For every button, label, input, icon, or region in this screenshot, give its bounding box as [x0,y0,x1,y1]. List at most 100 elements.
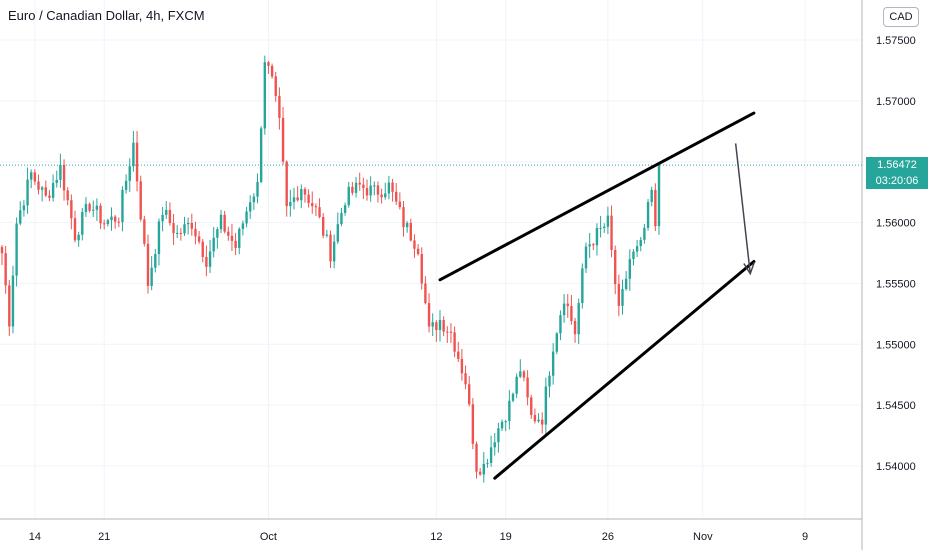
candle-body [336,224,339,242]
candle-body [657,165,661,227]
candle-body [395,191,398,202]
candle-body [639,239,642,247]
candle-body [26,179,29,206]
candle-body [59,164,62,180]
candle-body [519,371,522,377]
candle-body [62,164,66,191]
candle-body [201,241,204,257]
candle-body [157,221,161,255]
candle-body [332,241,336,262]
candle-body [398,201,402,208]
candle-body [573,320,577,335]
candle-body [95,205,99,210]
candle-body [33,172,37,182]
currency-badge[interactable]: CAD [883,7,919,27]
x-tick-label: Oct [260,531,277,543]
candle-body [92,209,95,211]
candle-body [351,186,354,193]
candle-body [402,207,405,228]
candle-body [424,283,427,304]
y-tick-label: 1.55000 [876,339,916,351]
candle-body [110,216,113,221]
candle-body [489,447,493,463]
candle-body [420,254,423,284]
candle-body [343,205,347,213]
candle-body [632,251,635,260]
candle-body [493,442,496,448]
candle-body [132,142,135,167]
candle-body [325,234,329,236]
candle-body [416,248,420,255]
candle-body [19,210,22,224]
candle-body [548,375,551,387]
candle-body [453,332,456,352]
candle-body [11,275,15,327]
candle-body [606,215,610,227]
candle-body [292,197,296,202]
candle-body [146,243,150,286]
candle-body [139,181,142,220]
candle-body [318,207,321,218]
candle-body [51,183,55,198]
candle-body [179,232,183,234]
candle-body [635,246,639,252]
candle-body [592,244,595,246]
candle-body [362,184,365,189]
candle-body [541,419,544,425]
candle-body [165,209,168,215]
candle-body [354,182,358,193]
candle-body [15,223,18,276]
candle-body [526,377,529,398]
candle-body [245,211,248,224]
candle-body [595,227,599,246]
candle-body [103,223,106,225]
candle-body [384,193,387,198]
candle-body [22,205,26,211]
candle-body [197,236,201,242]
candle-body [322,217,325,236]
candle-body [537,419,540,422]
candle-body [84,203,88,213]
candle-body [599,227,602,229]
x-tick-label: 14 [29,531,41,543]
candle-body [588,244,591,247]
candle-body [643,227,646,240]
candle-body [227,231,230,236]
candle-body [106,220,110,224]
candle-body [303,189,307,195]
candle-body [300,189,303,201]
candle-body [40,187,44,190]
x-tick-label: 26 [602,531,614,543]
candle-body [581,268,584,304]
candle-body [0,247,4,254]
candle-body [365,188,369,196]
candle-body [99,205,102,224]
upper-trendline [438,111,756,282]
candle-body [66,190,69,201]
candle-body [559,315,562,334]
candle-body [530,397,533,415]
candle-body [150,267,153,286]
candle-body [478,471,482,475]
candle-body [511,393,515,401]
candle-body [208,251,212,267]
candle-body [376,185,380,195]
candle-body [584,246,588,269]
candle-body [44,187,47,196]
candle-body [570,306,573,321]
candle-body [88,203,91,211]
candle-body [161,214,164,222]
candle-body [267,62,270,66]
candle-body [468,384,471,405]
y-tick-label: 1.54000 [876,461,916,473]
candle-body [183,224,186,234]
candle-body [154,254,157,268]
candle-body [646,202,650,228]
candle-body [4,253,7,286]
candle-body [311,203,314,207]
candle-body [30,172,33,180]
candle-body [464,373,467,385]
candle-body [281,117,285,162]
forecast-arrow-head [743,262,755,276]
